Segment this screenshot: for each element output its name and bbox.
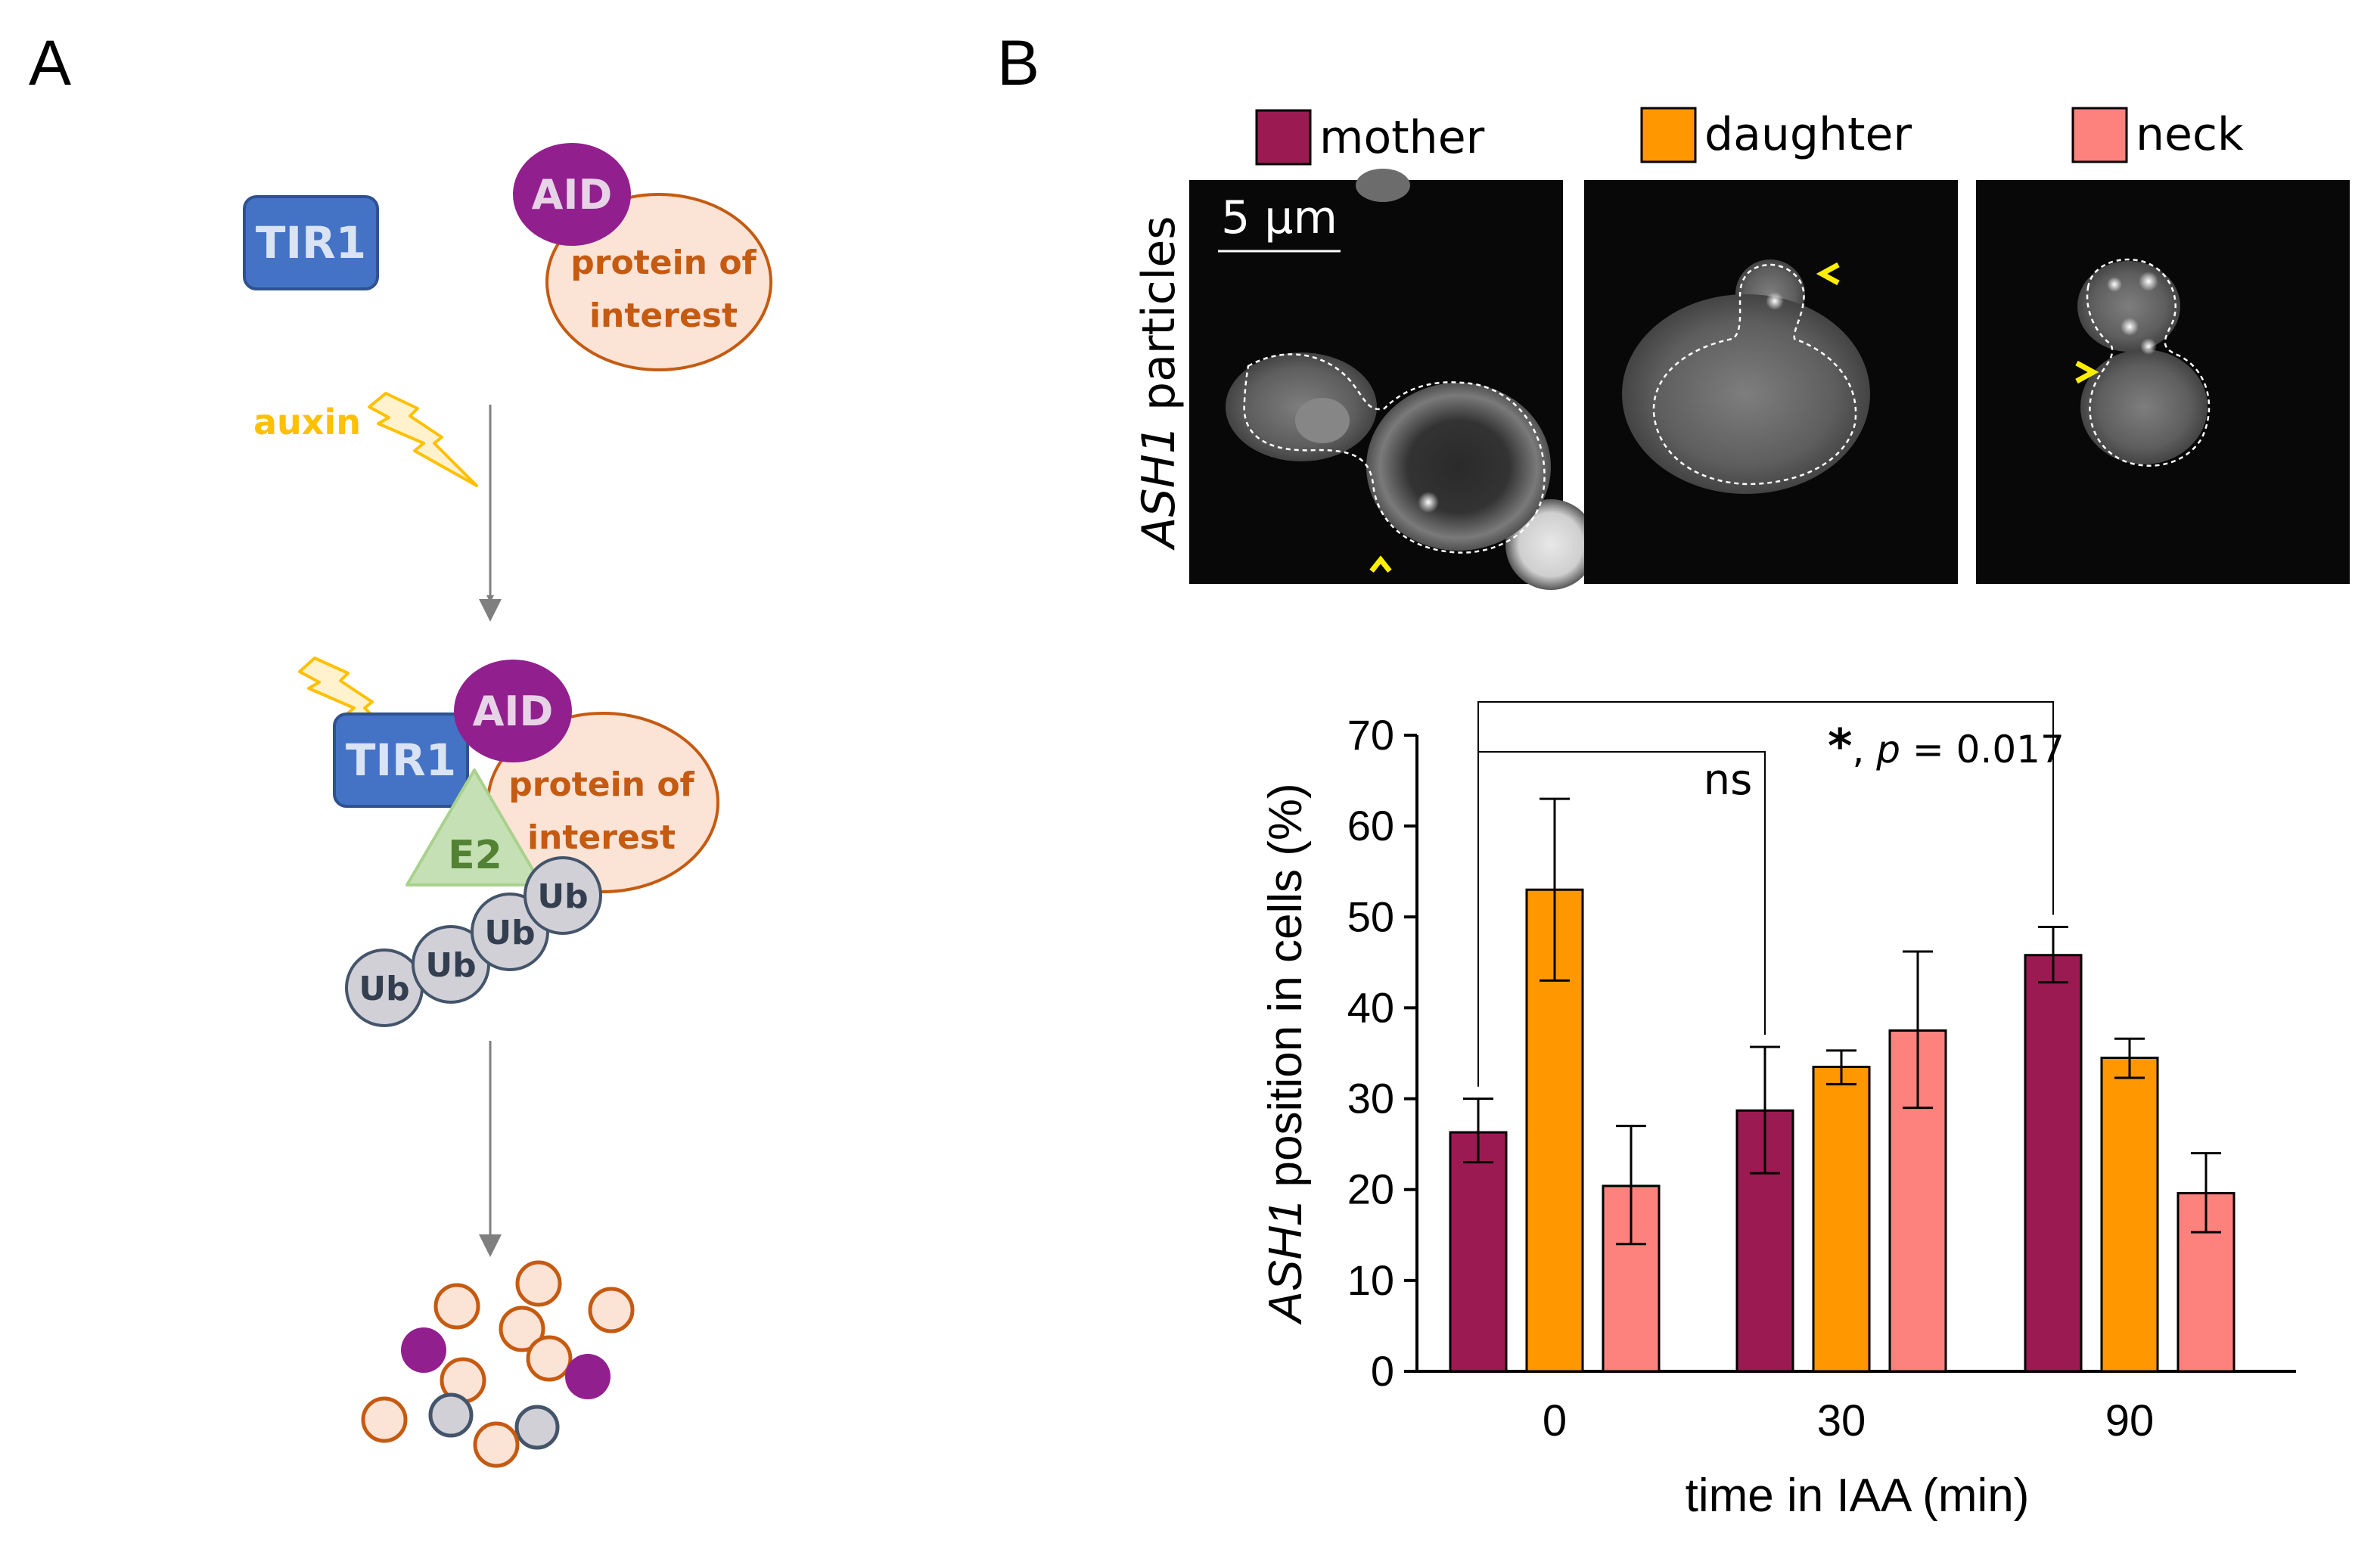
- bar-mother-0: [1449, 1131, 1508, 1373]
- legend-swatch-daughter: [1640, 107, 1697, 163]
- cell-outline: [1243, 353, 1546, 554]
- mother-cell: [1366, 383, 1551, 551]
- arrowhead-marker: [2075, 360, 2099, 384]
- y-tick-label: 70: [1347, 711, 1394, 759]
- legend-label-daughter: daughter: [1704, 108, 1912, 161]
- ash1-spot: [2140, 338, 2157, 355]
- arrowhead-marker: [1369, 555, 1392, 573]
- tir1-complex-label: TIR1: [346, 734, 456, 786]
- y-ticks: 0 10 20 30 40 50 60 70: [1347, 711, 1417, 1395]
- tir1-label: TIR1: [256, 217, 366, 269]
- ub-bead: [524, 856, 602, 935]
- y-tick-label: 50: [1347, 893, 1394, 940]
- fragment-aid: [401, 1327, 446, 1373]
- ub-label: Ub: [484, 914, 535, 952]
- fragment-poi: [499, 1305, 545, 1352]
- aid-complex-label: AID: [473, 688, 554, 735]
- x-axis-label: time in IAA (min): [1686, 1470, 2030, 1522]
- aid-label: AID: [532, 171, 613, 219]
- micrograph-neck: [1976, 180, 2350, 584]
- fragment-ub: [514, 1405, 560, 1450]
- ub-label: Ub: [425, 946, 476, 985]
- auxin-bolt-icon: [368, 392, 478, 487]
- x-tick-label: 90: [2105, 1396, 2155, 1445]
- e2-label: E2: [448, 833, 502, 878]
- ash1-spot: [2139, 272, 2158, 291]
- poi-complex-line2: interest: [527, 818, 676, 857]
- x-tick-label: 0: [1543, 1396, 1567, 1445]
- bar-mother-90: [2024, 954, 2083, 1373]
- neighbor-cell: [1505, 499, 1596, 590]
- aid-diagram: TIR1 protein of interest AID auxin prote…: [243, 143, 772, 1468]
- bar-chart: 0 10 20 30 40 50 60 70 0 30 90 ns *, p = 0.017 tim…: [1260, 701, 2296, 1522]
- fragment-poi: [526, 1335, 573, 1382]
- cell-outline: [1652, 263, 1857, 486]
- significance-p-label: *, p = 0.017: [1828, 719, 2065, 774]
- scale-bar-label: 5 µm: [1221, 191, 1338, 244]
- fragment-ub: [428, 1392, 474, 1438]
- ash1-spot: [2107, 277, 2122, 292]
- y-tick-label: 20: [1347, 1166, 1394, 1213]
- fragment-poi: [433, 1283, 480, 1330]
- fragment-poi: [473, 1421, 520, 1468]
- y-tick-label: 30: [1347, 1075, 1394, 1122]
- poi-label-line1: protein of: [570, 244, 757, 282]
- ash1-spot: [1418, 492, 1439, 513]
- error-bars: [1463, 797, 2221, 1246]
- ash1-spot: [2121, 318, 2139, 336]
- fragment-poi: [515, 1260, 562, 1307]
- arrow-head-2: [479, 1234, 502, 1257]
- bars: [1449, 888, 2236, 1373]
- mother-cell: [1622, 294, 1870, 494]
- legend-label-neck: neck: [2136, 108, 2244, 161]
- significance-bracket: [1477, 701, 2054, 1087]
- y-tick-label: 40: [1347, 983, 1394, 1031]
- fragment-poi: [361, 1396, 408, 1443]
- y-axis-label: ASH1 position in cells (%): [1260, 783, 1312, 1325]
- significance-ns-label: ns: [1704, 756, 1753, 805]
- poi-label-line2: interest: [589, 296, 738, 335]
- micrograph-daughter: [1584, 180, 1958, 584]
- legend-label-mother: mother: [1319, 111, 1485, 164]
- e2-triangle: [405, 768, 543, 886]
- protein-of-interest: [545, 193, 772, 371]
- neighbor-cell: [1356, 169, 1410, 202]
- legend-swatch-neck: [2071, 107, 2128, 163]
- tir1-box: [243, 195, 379, 290]
- y-tick-label: 10: [1347, 1256, 1394, 1304]
- legend-swatch-mother: [1255, 109, 1312, 166]
- auxin-label: auxin: [253, 402, 361, 442]
- tir1-box-complex: [333, 713, 469, 808]
- fragment-poi: [588, 1287, 635, 1333]
- aid-tag: [513, 143, 631, 246]
- ub-label: Ub: [537, 877, 588, 916]
- significance-brackets: ns *, p = 0.017: [1477, 701, 2065, 1087]
- ub-label: Ub: [359, 970, 409, 1008]
- micrograph-mother: 5 µm: [1189, 169, 1596, 590]
- panel-label-b: B: [997, 27, 1039, 98]
- degraded-fragments: [361, 1260, 635, 1468]
- arrow-head-1: [479, 599, 502, 622]
- bar-daughter-30: [1812, 1066, 1871, 1373]
- aid-tag-complex: [454, 660, 572, 762]
- arrowhead-marker: [1816, 262, 1840, 286]
- y-tick-label: 0: [1371, 1347, 1394, 1395]
- bar-daughter-90: [2100, 1057, 2159, 1373]
- panel-label-a: A: [29, 27, 71, 98]
- poi-complex-line1: protein of: [508, 765, 694, 804]
- mother-cell: [2080, 349, 2208, 464]
- x-tick-label: 30: [1817, 1396, 1866, 1445]
- ash1-spot: [1766, 292, 1784, 310]
- ubiquitin-chain: Ub Ub Ub Ub: [345, 856, 602, 1027]
- micrograph-legend: mother daughter neck: [1255, 107, 2244, 166]
- y-tick-label: 60: [1347, 802, 1394, 849]
- fragment-aid: [565, 1354, 611, 1399]
- cell-outline: [2086, 258, 2211, 467]
- vacuole: [1295, 398, 1350, 443]
- micrograph-ylabel: ASH1 particles: [1133, 216, 1185, 551]
- x-ticks: 0 30 90: [1543, 1396, 2154, 1445]
